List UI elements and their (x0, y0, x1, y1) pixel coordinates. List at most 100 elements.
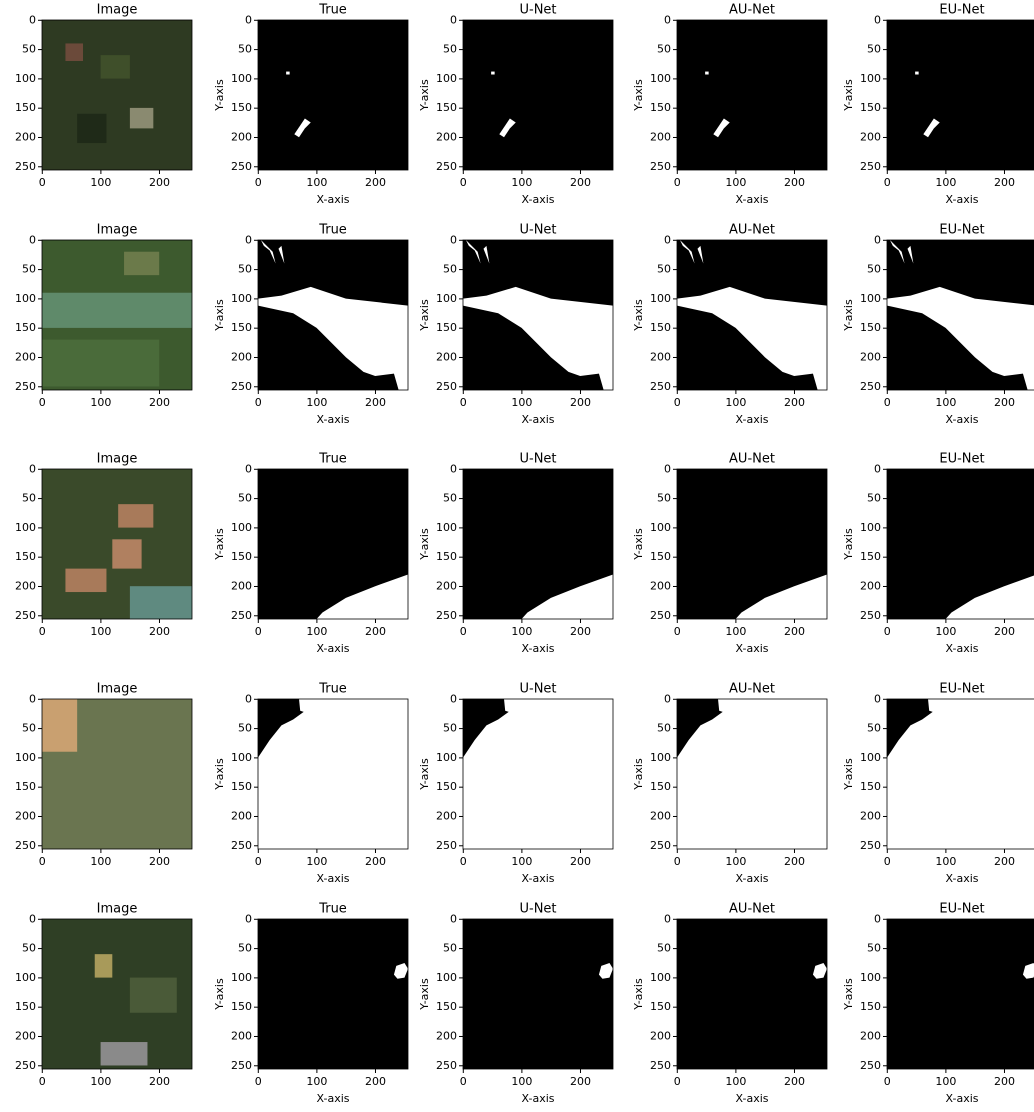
y-tick-label: 50 (22, 492, 36, 505)
y-axis-label: Y-axis (842, 299, 855, 332)
y-tick-label: 250 (231, 160, 252, 173)
y-tick-label: 100 (650, 521, 671, 534)
y-axis-label: Y-axis (213, 758, 226, 791)
y-axis-label: Y-axis (632, 978, 645, 1011)
y-tick-label: 250 (231, 380, 252, 393)
y-tick-label: 50 (443, 263, 457, 276)
y-tick-label: 0 (874, 13, 881, 26)
panel-image (463, 699, 613, 849)
x-tick-label: 200 (149, 1075, 170, 1088)
y-tick-label: 200 (15, 350, 36, 363)
y-tick-label: 0 (450, 233, 457, 246)
y-axis-label: Y-axis (842, 978, 855, 1011)
x-tick-label: 0 (255, 176, 262, 189)
x-tick-label: 100 (511, 1075, 532, 1088)
y-tick-label: 150 (650, 780, 671, 793)
panel-image (42, 240, 192, 390)
y-tick-label: 250 (15, 160, 36, 173)
x-tick-label: 100 (725, 1075, 746, 1088)
image-patch (130, 108, 153, 129)
x-tick-label: 0 (884, 396, 891, 409)
y-tick-label: 50 (657, 492, 671, 505)
x-tick-label: 200 (149, 176, 170, 189)
x-tick-label: 100 (90, 396, 111, 409)
panel-image (887, 469, 1034, 619)
y-tick-label: 50 (443, 43, 457, 56)
y-tick-label: 100 (231, 292, 252, 305)
y-tick-label: 150 (650, 321, 671, 334)
y-tick-label: 250 (860, 380, 881, 393)
x-axis-label: X-axis (946, 642, 979, 655)
y-tick-label: 50 (867, 492, 881, 505)
x-axis-label: X-axis (522, 642, 555, 655)
image-patch (42, 293, 192, 328)
x-axis-label: X-axis (317, 872, 350, 885)
y-tick-label: 100 (15, 292, 36, 305)
panel: AU-Net0501001502002500100200X-axisY-axis (632, 452, 827, 656)
panel-title: True (318, 682, 347, 697)
y-tick-label: 50 (238, 492, 252, 505)
y-tick-label: 150 (231, 101, 252, 114)
y-tick-label: 200 (650, 350, 671, 363)
y-tick-label: 100 (650, 751, 671, 764)
y-tick-label: 50 (867, 263, 881, 276)
x-axis-label: X-axis (946, 872, 979, 885)
panel: AU-Net0501001502002500100200X-axisY-axis (632, 902, 827, 1106)
x-tick-label: 100 (935, 855, 956, 868)
y-tick-label: 0 (874, 462, 881, 475)
panel-image (887, 240, 1034, 390)
x-axis-label: X-axis (736, 872, 769, 885)
y-tick-label: 100 (860, 521, 881, 534)
x-tick-label: 200 (365, 1075, 386, 1088)
y-tick-label: 100 (436, 292, 457, 305)
y-tick-label: 100 (436, 751, 457, 764)
image-background (42, 20, 192, 170)
y-tick-label: 250 (15, 380, 36, 393)
y-tick-label: 50 (238, 263, 252, 276)
y-tick-label: 100 (231, 72, 252, 85)
y-tick-label: 200 (15, 579, 36, 592)
x-axis-label: X-axis (736, 193, 769, 206)
y-tick-label: 250 (650, 839, 671, 852)
panel-title: EU-Net (939, 223, 984, 238)
y-tick-label: 200 (231, 809, 252, 822)
panel-image (258, 240, 408, 390)
y-tick-label: 100 (231, 521, 252, 534)
x-tick-label: 0 (674, 625, 681, 638)
y-tick-label: 250 (860, 839, 881, 852)
y-tick-label: 0 (664, 13, 671, 26)
panel: True0501001502002500100200X-axisY-axis (213, 682, 408, 886)
y-tick-label: 150 (860, 321, 881, 334)
panel-title: True (318, 223, 347, 238)
x-tick-label: 100 (725, 855, 746, 868)
x-tick-label: 100 (511, 855, 532, 868)
panel: U-Net0501001502002500100200X-axisY-axis (418, 682, 613, 886)
y-tick-label: 250 (15, 1059, 36, 1072)
panel-image (258, 20, 408, 170)
x-tick-label: 200 (149, 855, 170, 868)
image-patch (124, 252, 159, 275)
y-tick-label: 100 (231, 971, 252, 984)
y-tick-label: 100 (860, 971, 881, 984)
y-tick-label: 100 (15, 521, 36, 534)
y-tick-label: 50 (443, 722, 457, 735)
y-tick-label: 250 (231, 609, 252, 622)
panel: True0501001502002500100200X-axisY-axis (213, 223, 408, 427)
x-axis-label: X-axis (736, 413, 769, 426)
y-tick-label: 100 (436, 521, 457, 534)
x-tick-label: 200 (570, 625, 591, 638)
y-axis-label: Y-axis (418, 79, 431, 112)
mask-region (915, 72, 919, 75)
y-tick-label: 0 (450, 692, 457, 705)
x-tick-label: 100 (511, 176, 532, 189)
panel-image (42, 20, 192, 170)
y-tick-label: 200 (860, 350, 881, 363)
y-axis-label: Y-axis (632, 299, 645, 332)
x-tick-label: 200 (784, 176, 805, 189)
x-tick-label: 200 (994, 1075, 1015, 1088)
x-axis-label: X-axis (317, 413, 350, 426)
x-axis-label: X-axis (522, 1092, 555, 1105)
